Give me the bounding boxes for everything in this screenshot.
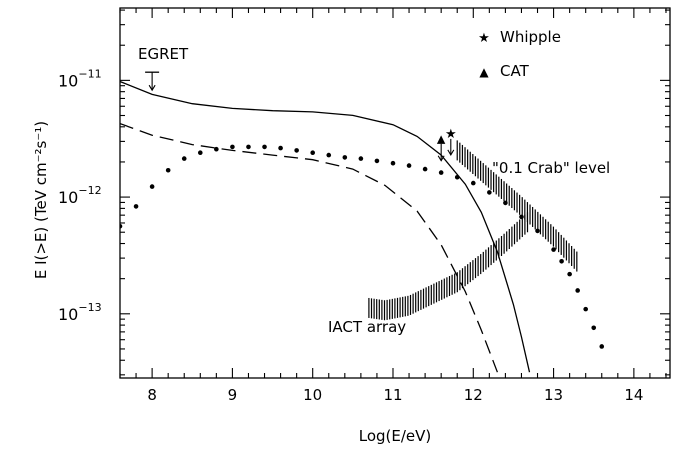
- dotted-curve-point: [230, 144, 235, 150]
- dotted-curve-point: [438, 170, 444, 175]
- data-markers: ★▲: [145, 71, 457, 162]
- egret-label: EGRET: [138, 45, 189, 63]
- iact-array-band: [368, 212, 529, 321]
- x-tick-labels: 8 9 10 11 12 13 14: [147, 386, 643, 404]
- iact-array-label: IACT array: [328, 318, 406, 336]
- dotted-curve-point: [575, 288, 580, 293]
- dotted-curve-point: [181, 156, 187, 161]
- dotted-curve-point: [470, 180, 476, 186]
- dotted-curve-point: [358, 156, 364, 161]
- x-tick-label: 9: [228, 386, 238, 404]
- crab-level-label: "0.1 Crab" level: [492, 159, 610, 177]
- dashed-curve: [120, 122, 499, 373]
- legend-cat-symbol: ▲: [479, 65, 489, 79]
- sensitivity-bands: [368, 140, 578, 321]
- x-tick-label: 8: [147, 386, 157, 404]
- dotted-curve-point: [310, 150, 316, 156]
- dotted-curve-point: [262, 144, 267, 150]
- dotted-curve-point: [390, 160, 396, 166]
- dotted-curve-point: [567, 271, 572, 277]
- y-tick-labels: 10−11 10−12 10−13: [58, 67, 102, 323]
- y-tick-label: 10−12: [58, 184, 102, 207]
- x-tick-label: 13: [544, 386, 563, 404]
- dotted-curve-point: [342, 155, 348, 160]
- plot-frame: [119, 7, 671, 379]
- egret-arrowhead: [148, 84, 156, 92]
- dotted-curve-point: [583, 306, 588, 312]
- x-tick-label: 12: [464, 386, 483, 404]
- whipple-marker: ★: [445, 127, 457, 142]
- dotted-curve-point: [599, 344, 605, 349]
- dotted-curve-point: [487, 190, 492, 195]
- dotted-curve-point: [149, 184, 155, 189]
- dotted-curve-point: [278, 145, 283, 151]
- legend-whipple-symbol: ★: [478, 31, 490, 46]
- dotted-curve-point: [551, 247, 556, 252]
- dotted-curve-point: [214, 146, 219, 152]
- x-tick-label: 11: [383, 386, 402, 404]
- solid-curve: [120, 80, 531, 373]
- model-curves: [120, 80, 531, 373]
- y-tick-label: 10−11: [58, 67, 102, 90]
- dotted-curve-point: [454, 174, 460, 180]
- legend: ★ Whipple ▲ CAT: [478, 28, 561, 80]
- dotted-curve-point: [120, 223, 123, 229]
- cat-arrowhead: [437, 155, 445, 162]
- dotted-curve-point: [519, 214, 524, 220]
- x-axis-label: Log(E/eV): [359, 427, 432, 445]
- dotted-curve-point: [374, 158, 380, 164]
- axis-ticks: [119, 8, 670, 378]
- dotted-curve-point: [591, 325, 597, 331]
- cat-marker: ▲: [437, 133, 446, 146]
- dotted-curve-point: [406, 163, 412, 168]
- dotted-curve-point: [422, 166, 428, 172]
- x-tick-label: 14: [624, 386, 643, 404]
- dotted-curve-points: [120, 144, 605, 349]
- y-axis-label: E I(>E) (TeV cm⁻²s⁻¹): [32, 121, 50, 279]
- x-tick-label: 10: [303, 386, 322, 404]
- legend-whipple-label: Whipple: [500, 28, 561, 46]
- dotted-curve-point: [133, 204, 139, 209]
- dotted-curve-point: [246, 144, 251, 150]
- dotted-curve-point: [535, 228, 540, 234]
- dotted-curve-point: [294, 148, 299, 153]
- dotted-curve-point: [559, 258, 564, 264]
- dotted-curve-point: [503, 200, 508, 206]
- legend-cat-label: CAT: [500, 62, 530, 80]
- crab-level-band: [456, 140, 578, 272]
- dotted-curve-point: [165, 167, 171, 173]
- dotted-curve-point: [326, 152, 332, 158]
- y-tick-label: 10−13: [58, 301, 102, 324]
- dotted-curve-point: [197, 150, 203, 156]
- whipple-arrowhead: [447, 149, 455, 156]
